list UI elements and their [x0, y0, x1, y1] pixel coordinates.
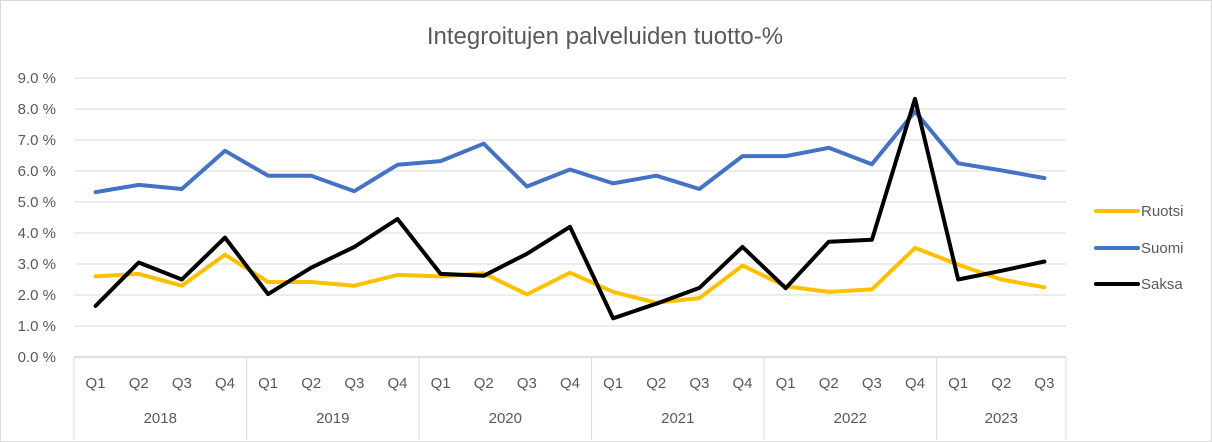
x-tick-label: Q4 — [905, 375, 925, 392]
series-line-suomi — [93, 109, 1047, 195]
y-tick-label: 2.0 % — [18, 287, 56, 304]
legend: Ruotsi Suomi Saksa — [1094, 203, 1184, 293]
y-tick-label: 0.0 % — [18, 349, 56, 366]
x-tick-label: Q2 — [474, 375, 494, 392]
x-tick-label: Q3 — [862, 375, 882, 392]
x-tick-label: Q3 — [517, 375, 537, 392]
x-tick-label: Q3 — [1034, 375, 1054, 392]
x-tick-label: Q1 — [258, 375, 278, 392]
y-tick-label: 6.0 % — [18, 163, 56, 180]
y-tick-label: 9.0 % — [18, 70, 56, 87]
x-tick-label: Q1 — [86, 375, 106, 392]
x-group-label: 2023 — [985, 410, 1018, 427]
x-tick-label: Q4 — [387, 375, 407, 392]
legend-label: Saksa — [1141, 276, 1183, 293]
x-tick-label: Q3 — [689, 375, 709, 392]
x-tick-label: Q4 — [560, 375, 580, 392]
x-axis: Q1 Q2 Q3 Q4 Q1 Q2 Q3 Q4 Q1 Q2 Q3 Q4 Q1 Q2 Q3 Q4 Q1 Q2 Q3 Q4… — [73, 357, 1067, 440]
y-tick-label: 3.0 % — [18, 256, 56, 273]
x-tick-label: Q2 — [129, 375, 149, 392]
y-axis: 0.0 % 1.0 % 2.0 % 3.0 % 4.0 % 5.0 % 6.0 % 7.0 %… — [18, 70, 56, 366]
x-tick-label: Q2 — [819, 375, 839, 392]
x-group-label: 2021 — [661, 410, 694, 427]
x-tick-label: Q3 — [172, 375, 192, 392]
gridlines — [74, 77, 1066, 358]
y-tick-label: 5.0 % — [18, 194, 56, 211]
series-line-saksa — [93, 96, 1047, 321]
x-tick-label: Q2 — [301, 375, 321, 392]
x-tick-label: Q1 — [603, 375, 623, 392]
y-tick-label: 7.0 % — [18, 132, 56, 149]
x-tick-label: Q1 — [431, 375, 451, 392]
x-group-label: 2019 — [316, 410, 349, 427]
x-tick-label: Q2 — [646, 375, 666, 392]
x-tick-label: Q2 — [991, 375, 1011, 392]
x-group-label: 2020 — [489, 410, 522, 427]
x-tick-label: Q3 — [344, 375, 364, 392]
legend-label: Ruotsi — [1141, 203, 1184, 220]
x-tick-label: Q4 — [733, 375, 753, 392]
x-tick-label: Q1 — [948, 375, 968, 392]
y-tick-label: 4.0 % — [18, 225, 56, 242]
series-lines — [93, 96, 1047, 321]
chart-title: Integroitujen palveluiden tuotto-% — [427, 23, 783, 50]
y-tick-label: 8.0 % — [18, 101, 56, 118]
legend-label: Suomi — [1141, 240, 1184, 257]
x-tick-label: Q1 — [776, 375, 796, 392]
x-group-label: 2022 — [834, 410, 867, 427]
y-tick-label: 1.0 % — [18, 318, 56, 335]
x-group-label: 2018 — [144, 410, 177, 427]
x-tick-label: Q4 — [215, 375, 235, 392]
